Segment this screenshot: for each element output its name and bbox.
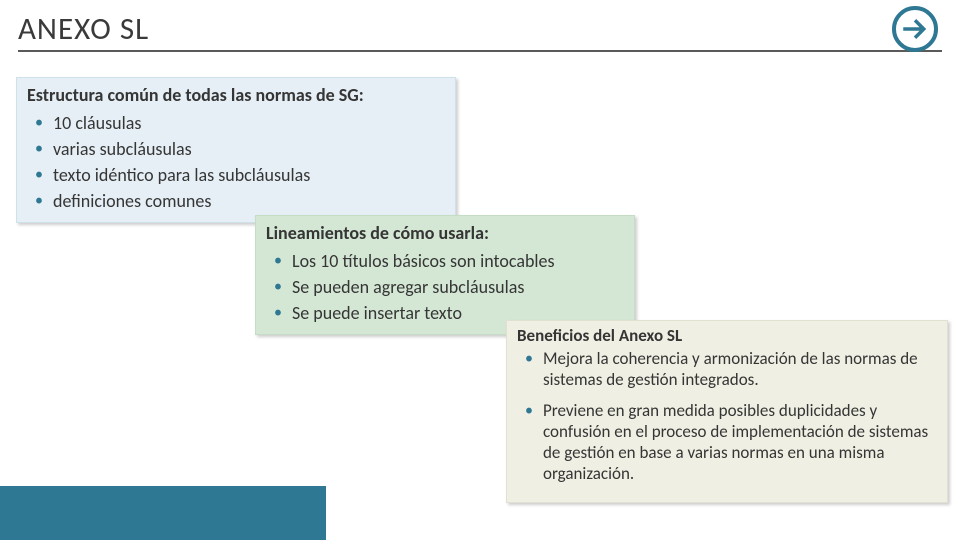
title-area: ANEXO SL <box>18 10 942 52</box>
box3-list: Mejora la coherencia y armonización de l… <box>517 348 937 484</box>
list-item: varias subcláusulas <box>27 136 445 162</box>
list-item: Los 10 títulos básicos son intocables <box>266 248 624 274</box>
list-item: Previene en gran medida posibles duplici… <box>517 400 937 484</box>
page-title: ANEXO SL <box>18 10 942 48</box>
box3-heading: Beneficios del Anexo SL <box>517 325 937 346</box>
slide: ANEXO SL Estructura común de todas las n… <box>0 0 960 540</box>
list-item: Mejora la coherencia y armonización de l… <box>517 348 937 390</box>
list-item: Se pueden agregar subcláusulas <box>266 274 624 300</box>
box-structure: Estructura común de todas las normas de … <box>16 77 456 223</box>
list-item: texto idéntico para las subcláusulas <box>27 162 445 188</box>
list-item: definiciones comunes <box>27 188 445 214</box>
arrow-right-icon <box>892 6 938 52</box>
footer-accent-bar <box>0 486 326 540</box>
box-guidelines: Lineamientos de cómo usarla: Los 10 títu… <box>255 215 635 335</box>
box-benefits: Beneficios del Anexo SL Mejora la cohere… <box>506 320 948 503</box>
box1-list: 10 cláusulas varias subcláusulas texto i… <box>27 110 445 214</box>
list-item: 10 cláusulas <box>27 110 445 136</box>
title-underline <box>18 50 942 52</box>
box1-heading: Estructura común de todas las normas de … <box>27 82 445 108</box>
box2-list: Los 10 títulos básicos son intocables Se… <box>266 248 624 326</box>
box2-heading: Lineamientos de cómo usarla: <box>266 220 624 246</box>
